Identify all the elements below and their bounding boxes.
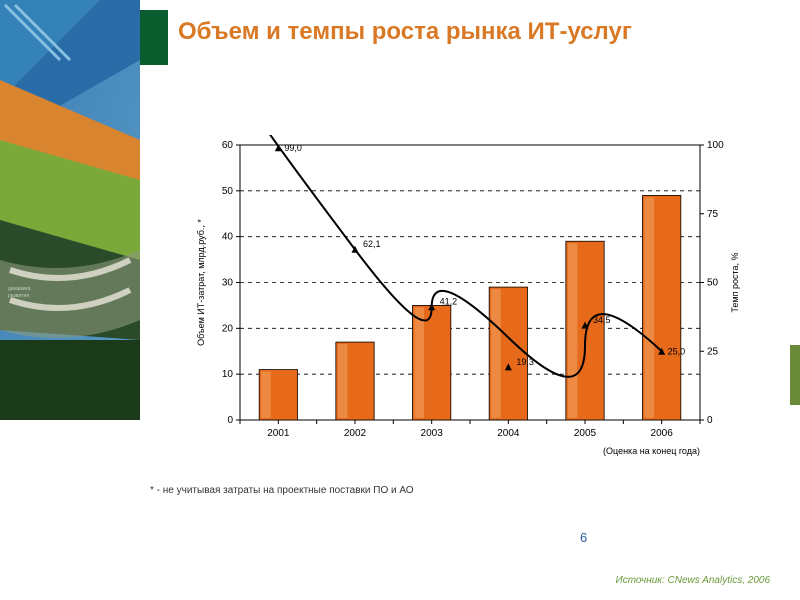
svg-text:25: 25 <box>707 346 719 357</box>
svg-text:99,0: 99,0 <box>284 143 302 153</box>
svg-text:0: 0 <box>707 415 713 426</box>
svg-text:50: 50 <box>707 278 719 289</box>
svg-text:2003: 2003 <box>421 428 444 439</box>
right-accent-block <box>790 345 800 405</box>
revenue-growth-chart: 0 10 20 30 40 50 60 0 25 50 75 100 2001 2002 2003 2004 2… <box>190 135 750 475</box>
svg-text:10: 10 <box>222 369 234 380</box>
slide-title: Объем и темпы роста рынка ИТ-услуг <box>178 18 738 46</box>
sidebar-image: динамика развития <box>0 0 140 420</box>
svg-text:20: 20 <box>222 323 234 334</box>
page-number: 6 <box>580 530 587 545</box>
svg-text:100: 100 <box>707 140 724 151</box>
title-accent-block <box>140 10 168 65</box>
svg-text:25,0: 25,0 <box>668 346 686 356</box>
svg-text:динамика: динамика <box>8 286 31 292</box>
source-citation: Источник: CNews Analytics, 2006 <box>616 575 770 586</box>
svg-text:75: 75 <box>707 209 719 220</box>
svg-text:2005: 2005 <box>574 428 597 439</box>
svg-text:0: 0 <box>227 415 233 426</box>
svg-text:Объем ИТ-затрат, млрд.руб., *: Объем ИТ-затрат, млрд.руб., * <box>196 219 206 346</box>
svg-text:Темп роста, %: Темп роста, % <box>730 252 740 312</box>
svg-text:30: 30 <box>222 278 234 289</box>
svg-text:2006: 2006 <box>651 428 674 439</box>
svg-text:развития: развития <box>8 293 29 299</box>
svg-text:(Оценка на конец года): (Оценка на конец года) <box>603 446 700 456</box>
svg-text:2001: 2001 <box>267 428 290 439</box>
svg-text:40: 40 <box>222 232 234 243</box>
svg-text:41,2: 41,2 <box>440 297 458 307</box>
svg-text:34,5: 34,5 <box>593 315 611 325</box>
svg-text:2004: 2004 <box>497 428 520 439</box>
svg-text:62,1: 62,1 <box>363 239 381 249</box>
svg-text:50: 50 <box>222 186 234 197</box>
svg-text:60: 60 <box>222 140 234 151</box>
svg-text:2002: 2002 <box>344 428 367 439</box>
svg-text:19,3: 19,3 <box>516 357 534 367</box>
chart-footnote: * - не учитывая затраты на проектные пос… <box>150 485 414 496</box>
